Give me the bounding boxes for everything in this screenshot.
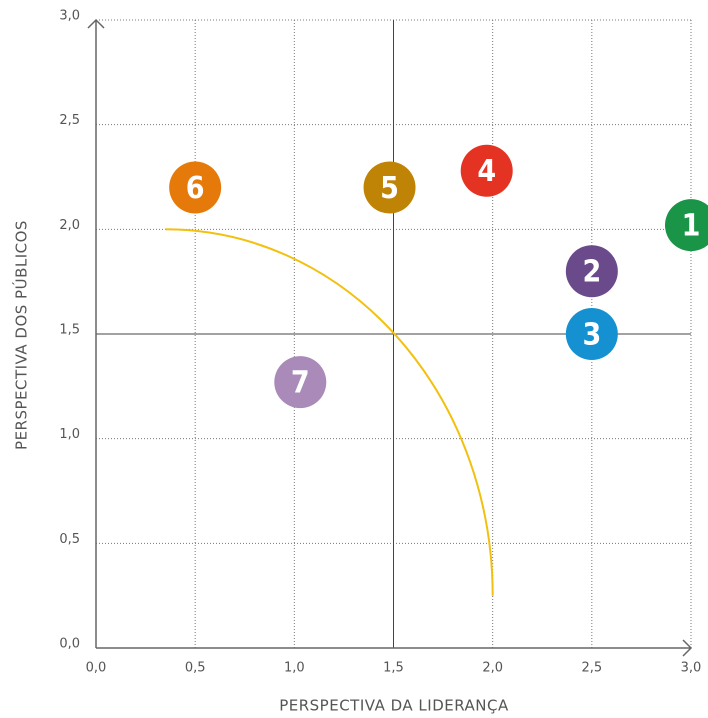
x-tick-label: 0,5 — [185, 661, 206, 676]
point — [565, 308, 618, 360]
y-tick-label: 1,5 — [59, 323, 80, 338]
x-axis — [96, 639, 693, 657]
y-axis-title: PERSPECTIVA DOS PÚBLICOS — [12, 220, 31, 450]
y-tick-label: 0,5 — [59, 532, 80, 547]
point-label: 2 — [582, 255, 601, 290]
point — [565, 245, 618, 298]
x-tick-label: 0,0 — [86, 661, 107, 676]
point-label: 5 — [380, 171, 399, 206]
point — [169, 161, 222, 214]
x-tick-label: 1,5 — [383, 661, 404, 676]
point-label: 4 — [477, 154, 496, 189]
y-tick-label: 2,0 — [59, 218, 80, 233]
point-label: 7 — [291, 366, 310, 401]
x-tick-label: 2,5 — [581, 661, 602, 676]
y-axis — [87, 18, 105, 648]
y-tick-label: 2,5 — [59, 113, 80, 128]
y-tick-label: 0,0 — [59, 637, 80, 652]
y-tick-label: 3,0 — [59, 9, 80, 24]
x-axis-title: PERSPECTIVA DA LIDERANÇA — [279, 697, 509, 715]
x-tick-label: 1,0 — [284, 661, 305, 676]
point — [665, 199, 708, 252]
x-tick-label: 2,0 — [482, 661, 503, 676]
y-tick-label: 1,0 — [59, 427, 80, 442]
point-label: 6 — [186, 171, 205, 206]
point — [363, 161, 416, 214]
threshold-curve — [165, 228, 494, 596]
point-label: 1 — [682, 209, 701, 244]
point — [460, 144, 513, 197]
point-label: 3 — [582, 318, 601, 353]
point — [274, 356, 327, 409]
x-tick-label: 3,0 — [681, 661, 702, 676]
